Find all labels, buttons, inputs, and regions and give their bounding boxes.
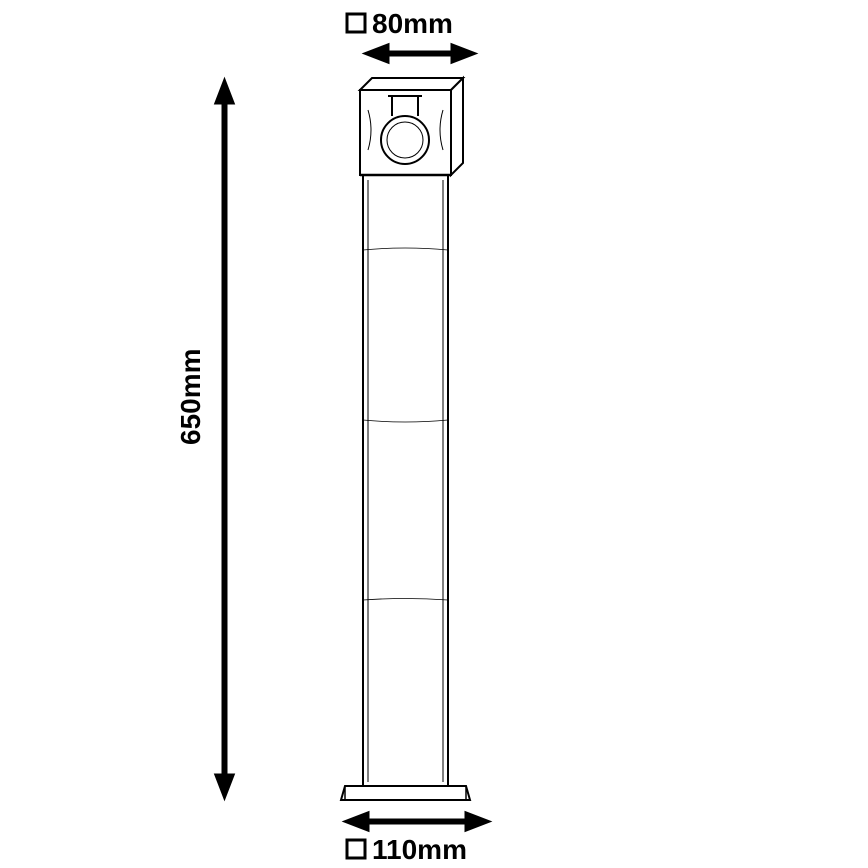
square-symbol-base <box>347 840 365 858</box>
base-width-dimension-label: 110mm <box>372 834 467 866</box>
dimension-drawing <box>0 0 868 868</box>
base-plate <box>341 786 470 800</box>
base-width-dimension-arrow <box>343 812 491 832</box>
column-body <box>363 175 448 786</box>
top-width-dimension-arrow <box>363 44 477 64</box>
height-dimension-arrow <box>215 78 235 800</box>
square-symbol-top <box>347 14 365 32</box>
lamp-head <box>360 78 463 175</box>
top-width-dimension-label: 80mm <box>372 8 453 40</box>
height-dimension-label: 650mm <box>175 348 207 445</box>
